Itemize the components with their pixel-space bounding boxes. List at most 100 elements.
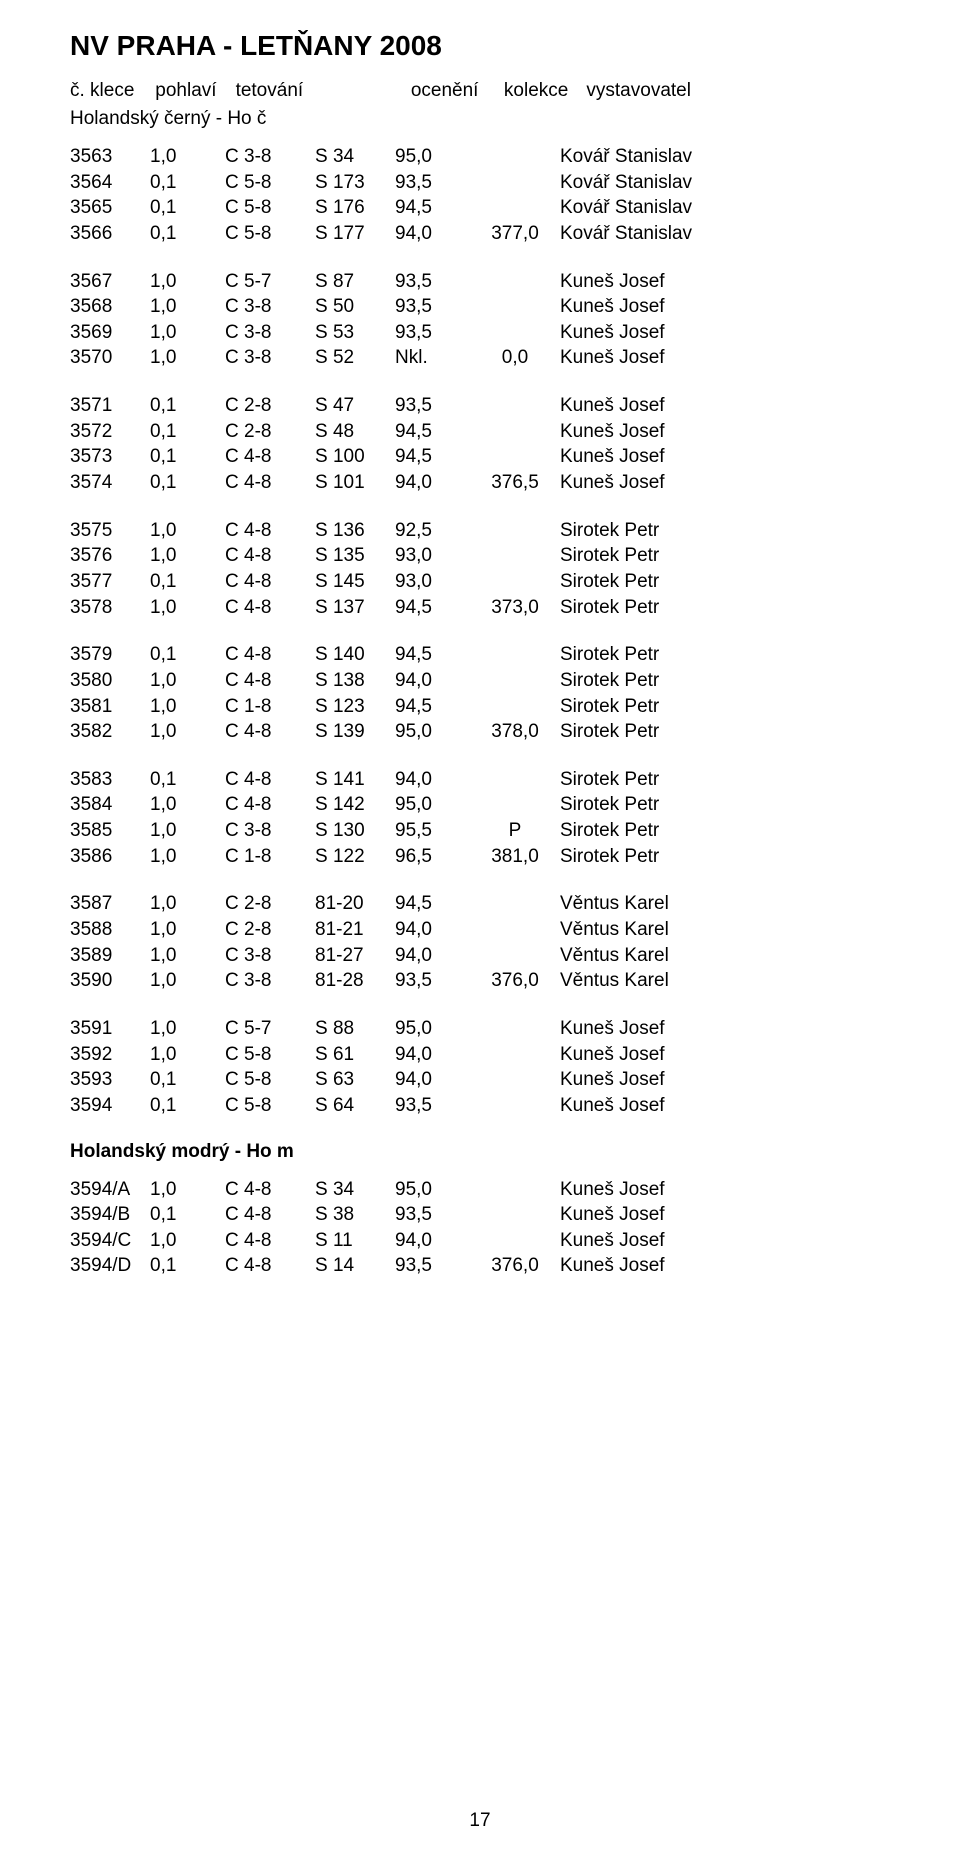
cell-kolekce: 373,0 (470, 595, 560, 621)
cell-sub: S 145 (315, 569, 395, 595)
table-row: 35631,0C 3-8S 3495,0Kovář Stanislav (70, 144, 890, 170)
cell-vyst: Kuneš Josef (560, 393, 780, 419)
cell-tet: C 4-8 (225, 444, 315, 470)
cell-tet: C 4-8 (225, 668, 315, 694)
cell-sub: S 130 (315, 818, 395, 844)
cell-tet: C 5-8 (225, 1067, 315, 1093)
cell-pohlavi: 1,0 (150, 595, 225, 621)
cell-pohlavi: 1,0 (150, 269, 225, 295)
cell-tet: C 4-8 (225, 1177, 315, 1203)
cell-vyst: Kovář Stanislav (560, 221, 780, 247)
cell-ocen: 92,5 (395, 518, 470, 544)
cell-sub: S 48 (315, 419, 395, 445)
cell-ocen: 96,5 (395, 844, 470, 870)
cell-pohlavi: 0,1 (150, 1093, 225, 1119)
table-row: 35861,0C 1-8S 12296,5381,0Sirotek Petr (70, 844, 890, 870)
cell-ocen: 94,5 (395, 642, 470, 668)
cell-ocen: 94,0 (395, 917, 470, 943)
cell-tet: C 5-8 (225, 221, 315, 247)
cell-pohlavi: 1,0 (150, 694, 225, 720)
table-row: 35751,0C 4-8S 13692,5Sirotek Petr (70, 518, 890, 544)
table-row: 35770,1C 4-8S 14593,0Sirotek Petr (70, 569, 890, 595)
cell-klece: 3578 (70, 595, 150, 621)
cell-sub: S 122 (315, 844, 395, 870)
cell-tet: C 3-8 (225, 943, 315, 969)
cell-sub: S 142 (315, 792, 395, 818)
cell-klece: 3567 (70, 269, 150, 295)
cell-ocen: 94,5 (395, 595, 470, 621)
cell-klece: 3594 (70, 1093, 150, 1119)
cell-sub: S 139 (315, 719, 395, 745)
cell-vyst: Sirotek Petr (560, 569, 780, 595)
cell-vyst: Kovář Stanislav (560, 195, 780, 221)
cell-pohlavi: 1,0 (150, 844, 225, 870)
cell-ocen: 94,5 (395, 444, 470, 470)
cell-vyst: Kuneš Josef (560, 470, 780, 496)
table-row: 35671,0C 5-7S 8793,5Kuneš Josef (70, 269, 890, 295)
cell-sub: S 64 (315, 1093, 395, 1119)
cell-vyst: Kuneš Josef (560, 1228, 780, 1254)
table-row: 35720,1C 2-8S 4894,5Kuneš Josef (70, 419, 890, 445)
cell-tet: C 4-8 (225, 642, 315, 668)
cell-pohlavi: 1,0 (150, 543, 225, 569)
cell-vyst: Sirotek Petr (560, 818, 780, 844)
cell-klece: 3594/A (70, 1177, 150, 1203)
hdr-kolekce: kolekce (491, 80, 581, 102)
cell-pohlavi: 1,0 (150, 719, 225, 745)
cell-tet: C 2-8 (225, 393, 315, 419)
cell-kolekce: 378,0 (470, 719, 560, 745)
cell-ocen: 95,0 (395, 719, 470, 745)
cell-vyst: Sirotek Petr (560, 792, 780, 818)
cell-klece: 3594/C (70, 1228, 150, 1254)
cell-klece: 3571 (70, 393, 150, 419)
table-row: 35871,0C 2-881-2094,5Věntus Karel (70, 891, 890, 917)
cell-klece: 3583 (70, 767, 150, 793)
table-header: č. klece pohlaví tetování ocenění kolekc… (70, 80, 890, 102)
cell-klece: 3577 (70, 569, 150, 595)
table-row: 35660,1C 5-8S 17794,0377,0Kovář Stanisla… (70, 221, 890, 247)
blocks2-container: 3594/A1,0C 4-8S 3495,0Kuneš Josef3594/B0… (70, 1177, 890, 1280)
cell-kolekce: 0,0 (470, 345, 560, 371)
cell-vyst: Sirotek Petr (560, 518, 780, 544)
table-block: 35911,0C 5-7S 8895,0Kuneš Josef35921,0C … (70, 1016, 890, 1119)
table-row: 3594/B0,1C 4-8S 3893,5Kuneš Josef (70, 1202, 890, 1228)
cell-kolekce: 381,0 (470, 844, 560, 870)
cell-ocen: 94,0 (395, 1067, 470, 1093)
table-row: 35940,1C 5-8S 6493,5Kuneš Josef (70, 1093, 890, 1119)
cell-tet: C 1-8 (225, 694, 315, 720)
cell-klece: 3570 (70, 345, 150, 371)
hdr-oceneni: ocenění (411, 80, 486, 102)
cell-ocen: 94,0 (395, 668, 470, 694)
cell-vyst: Kuneš Josef (560, 1016, 780, 1042)
cell-tet: C 4-8 (225, 767, 315, 793)
cell-sub: S 138 (315, 668, 395, 694)
cell-sub: S 38 (315, 1202, 395, 1228)
section-label-1: Holandský černý - Ho č (70, 108, 890, 130)
cell-vyst: Kuneš Josef (560, 419, 780, 445)
cell-pohlavi: 1,0 (150, 968, 225, 994)
cell-sub: 81-28 (315, 968, 395, 994)
cell-klece: 3591 (70, 1016, 150, 1042)
cell-tet: C 3-8 (225, 345, 315, 371)
cell-vyst: Kuneš Josef (560, 320, 780, 346)
table-row: 35761,0C 4-8S 13593,0Sirotek Petr (70, 543, 890, 569)
cell-pohlavi: 1,0 (150, 320, 225, 346)
cell-sub: S 177 (315, 221, 395, 247)
cell-tet: C 4-8 (225, 1202, 315, 1228)
cell-vyst: Sirotek Petr (560, 719, 780, 745)
cell-sub: S 14 (315, 1253, 395, 1279)
table-row: 35650,1C 5-8S 17694,5Kovář Stanislav (70, 195, 890, 221)
cell-ocen: 93,0 (395, 569, 470, 595)
cell-vyst: Kuneš Josef (560, 1042, 780, 1068)
cell-sub: 81-27 (315, 943, 395, 969)
cell-pohlavi: 1,0 (150, 818, 225, 844)
cell-ocen: 93,5 (395, 320, 470, 346)
table-row: 35681,0C 3-8S 5093,5Kuneš Josef (70, 294, 890, 320)
table-block: 3594/A1,0C 4-8S 3495,0Kuneš Josef3594/B0… (70, 1177, 890, 1280)
cell-klece: 3563 (70, 144, 150, 170)
cell-vyst: Sirotek Petr (560, 595, 780, 621)
cell-tet: C 5-7 (225, 1016, 315, 1042)
blocks-container: 35631,0C 3-8S 3495,0Kovář Stanislav35640… (70, 144, 890, 1119)
cell-ocen: Nkl. (395, 345, 470, 371)
cell-ocen: 95,0 (395, 144, 470, 170)
